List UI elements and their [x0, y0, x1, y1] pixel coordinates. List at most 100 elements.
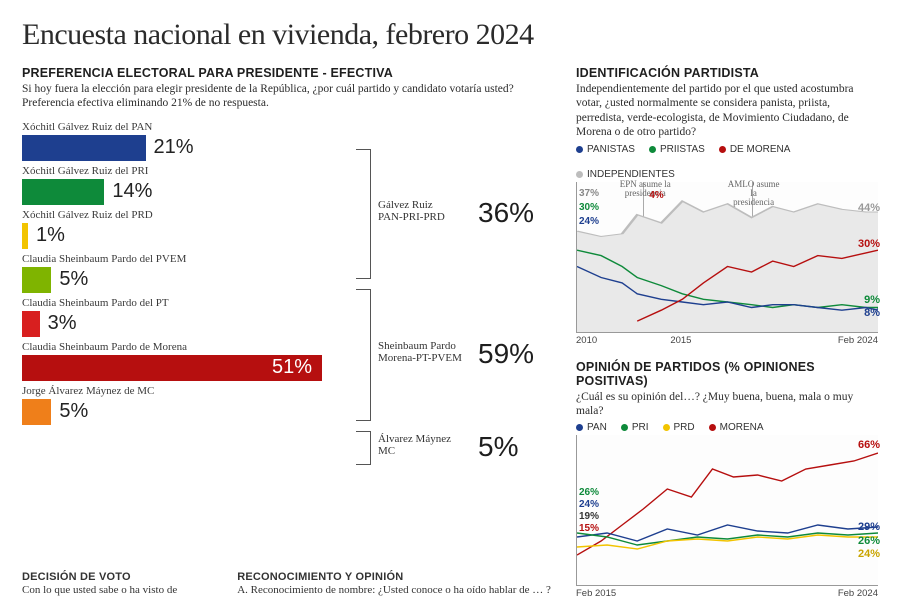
pref-sub: Si hoy fuera la elección para elegir pre…	[22, 82, 552, 111]
page: Encuesta nacional en vivienda, febrero 2…	[0, 0, 900, 600]
legend-item: PANISTAS	[576, 144, 635, 155]
end-label: 24%	[858, 548, 880, 560]
bar-value: 21%	[154, 136, 194, 159]
end-label: 26%	[858, 535, 880, 547]
pref-heading: PREFERENCIA ELECTORAL PARA PRESIDENTE - …	[22, 66, 552, 80]
bar-line: 5%	[22, 399, 352, 425]
end-label: 66%	[858, 439, 880, 451]
bar	[22, 311, 40, 337]
id-xaxis: 20102015Feb 2024	[576, 335, 878, 346]
op-legend: PAN PRI PRD MORENA	[576, 422, 878, 433]
start-label: 37%	[579, 188, 599, 199]
start-label: 4%	[649, 190, 663, 201]
bracket-total: 36%	[478, 197, 534, 229]
xaxis-label: 2010	[576, 335, 597, 346]
left-column: PREFERENCIA ELECTORAL PARA PRESIDENTE - …	[22, 66, 552, 599]
chart-svg	[577, 435, 878, 585]
bar-value: 51%	[272, 356, 312, 379]
start-label: 30%	[579, 202, 599, 213]
op-heading: OPINIÓN DE PARTIDOS (% OPINIONES POSITIV…	[576, 360, 878, 388]
bar-label: Jorge Álvarez Máynez de MC	[22, 385, 352, 397]
bar-label: Xóchitl Gálvez Ruiz del PRI	[22, 165, 352, 177]
page-title: Encuesta nacional en vivienda, febrero 2…	[22, 18, 878, 52]
bar-line: 3%	[22, 311, 352, 337]
end-label: 8%	[864, 307, 880, 319]
legend-dot-icon	[709, 424, 716, 431]
bar	[22, 267, 51, 293]
bracket	[356, 431, 371, 465]
end-label: 30%	[858, 238, 880, 250]
bracket	[356, 149, 371, 279]
id-sub: Independientemente del partido por el qu…	[576, 82, 878, 140]
legend-item: PRD	[663, 422, 695, 433]
legend-item: INDEPENDIENTES	[576, 169, 675, 180]
legend-dot-icon	[576, 424, 583, 431]
bar-label: Claudia Sheinbaum Pardo del PVEM	[22, 253, 352, 265]
footer: DECISIÓN DE VOTO Con lo que usted sabe o…	[22, 571, 878, 596]
bar-label: Claudia Sheinbaum Pardo del PT	[22, 297, 352, 309]
footer-decision-p: Con lo que usted sabe o ha visto de	[22, 584, 177, 596]
bar-line: 5%	[22, 267, 352, 293]
legend-item: PAN	[576, 422, 607, 433]
bar-row: Claudia Sheinbaum Pardo de Morena 51%	[22, 341, 352, 381]
series-line	[577, 533, 878, 545]
bar	[22, 399, 51, 425]
bracket	[356, 289, 371, 421]
footer-recon: RECONOCIMIENTO Y OPINIÓN A. Reconocimien…	[237, 571, 551, 596]
bar-value: 5%	[59, 268, 88, 291]
bar	[22, 179, 104, 205]
end-label: 9%	[864, 294, 880, 306]
bar-row: Xóchitl Gálvez Ruiz del PRI 14%	[22, 165, 352, 205]
bar-line: 51%	[22, 355, 352, 381]
bracket-label: Sheinbaum PardoMorena-PT-PVEM	[378, 340, 468, 365]
right-column: IDENTIFICACIÓN PARTIDISTA Independientem…	[576, 66, 878, 599]
legend-dot-icon	[649, 146, 656, 153]
bar-value: 14%	[112, 180, 152, 203]
bar-line: 1%	[22, 223, 352, 249]
xaxis-label: 2015	[670, 335, 691, 346]
id-chart: EPN asume lapresidenciaAMLO asume lapres…	[576, 182, 878, 333]
bar-row: Claudia Sheinbaum Pardo del PT 3%	[22, 297, 352, 337]
legend-dot-icon	[621, 424, 628, 431]
legend-item: DE MORENA	[719, 144, 791, 155]
legend-dot-icon	[663, 424, 670, 431]
start-label: 19%	[579, 511, 599, 522]
end-label: 29%	[858, 521, 880, 533]
columns: PREFERENCIA ELECTORAL PARA PRESIDENTE - …	[22, 66, 878, 599]
bar-row: Jorge Álvarez Máynez de MC 5%	[22, 385, 352, 425]
legend-item: PRIISTAS	[649, 144, 705, 155]
chart-svg	[577, 182, 878, 332]
footer-decision: DECISIÓN DE VOTO Con lo que usted sabe o…	[22, 571, 177, 596]
start-label: 24%	[579, 216, 599, 227]
bracket-label: Gálvez RuizPAN-PRI-PRD	[378, 199, 468, 224]
start-label: 26%	[579, 487, 599, 498]
end-label: 44%	[858, 202, 880, 214]
bracket-total: 59%	[478, 338, 534, 370]
start-label: 24%	[579, 499, 599, 510]
bars-wrap: Xóchitl Gálvez Ruiz del PAN21%Xóchitl Gá…	[22, 121, 552, 429]
footer-recon-h: RECONOCIMIENTO Y OPINIÓN	[237, 571, 551, 583]
op-sub: ¿Cuál es su opinión del…? ¿Muy buena, bu…	[576, 390, 878, 419]
bar-row: Claudia Sheinbaum Pardo del PVEM 5%	[22, 253, 352, 293]
bars-column: Xóchitl Gálvez Ruiz del PAN21%Xóchitl Gá…	[22, 121, 352, 429]
bar-label: Claudia Sheinbaum Pardo de Morena	[22, 341, 352, 353]
op-chart: 26%24%19%15%66%29%26%24%	[576, 435, 878, 586]
bracket-column: Gálvez RuizPAN-PRI-PRD 36% Sheinbaum Pardo…	[352, 121, 552, 429]
bar-row: Xóchitl Gálvez Ruiz del PAN 21%	[22, 121, 352, 161]
legend-dot-icon	[576, 171, 583, 178]
bar-label: Xóchitl Gálvez Ruiz del PRD	[22, 209, 352, 221]
op-block: OPINIÓN DE PARTIDOS (% OPINIONES POSITIV…	[576, 360, 878, 600]
id-block: IDENTIFICACIÓN PARTIDISTA Independientem…	[576, 66, 878, 346]
bar-value: 5%	[59, 400, 88, 423]
legend-dot-icon	[719, 146, 726, 153]
bar-line: 21%	[22, 135, 352, 161]
bar-line: 14%	[22, 179, 352, 205]
legend-item: PRI	[621, 422, 649, 433]
footer-decision-h: DECISIÓN DE VOTO	[22, 571, 177, 583]
bar-row: Xóchitl Gálvez Ruiz del PRD 1%	[22, 209, 352, 249]
bracket-label: Álvarez MáynezMC	[378, 433, 468, 458]
bar-label: Xóchitl Gálvez Ruiz del PAN	[22, 121, 352, 133]
legend-dot-icon	[576, 146, 583, 153]
legend-item: MORENA	[709, 422, 764, 433]
bracket-total: 5%	[478, 431, 518, 463]
